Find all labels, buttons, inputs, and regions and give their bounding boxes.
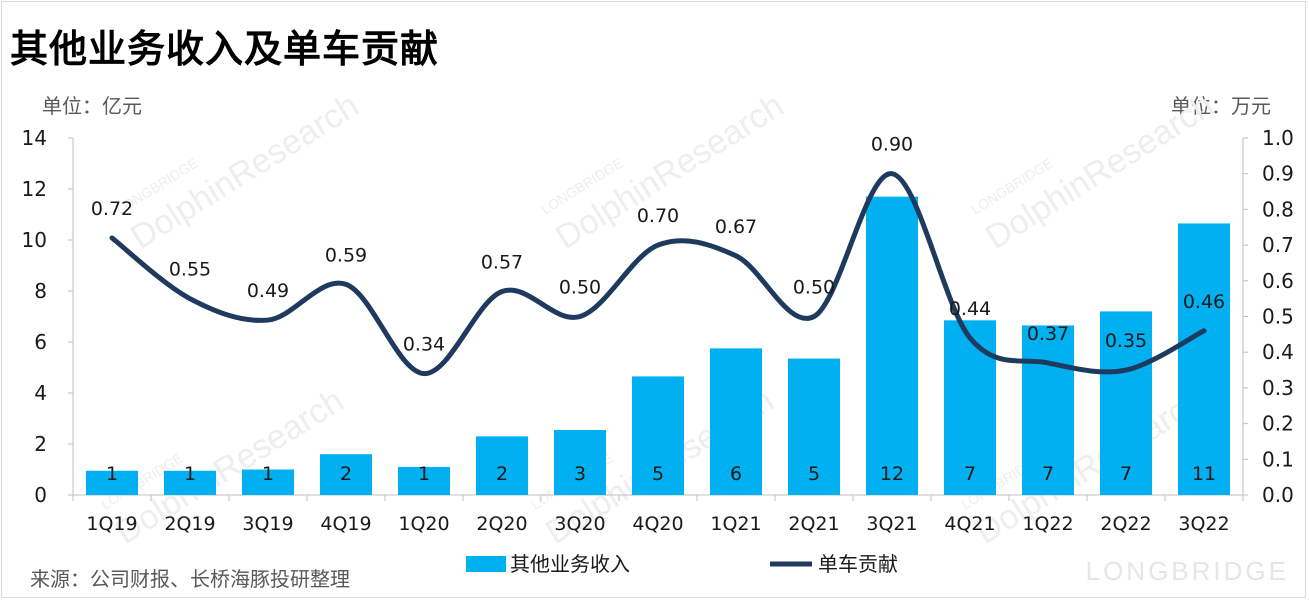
- right-tick-label: 0.6: [1262, 269, 1294, 293]
- brand-logo: LONGBRIDGE: [1085, 556, 1289, 586]
- bar: [86, 470, 138, 495]
- x-tick-label: 1Q22: [1022, 513, 1073, 535]
- bar-value-label: 2: [496, 463, 508, 485]
- bar: [1022, 325, 1074, 495]
- bar: [788, 358, 840, 495]
- left-axis-unit: 单位：亿元: [42, 94, 142, 118]
- bar-value-label: 7: [1042, 463, 1054, 485]
- right-tick-label: 1.0: [1262, 126, 1294, 150]
- legend-bar-label: 其他业务收入: [510, 552, 630, 576]
- bar-value-label: 3: [574, 463, 586, 485]
- left-tick-label: 0: [34, 483, 47, 507]
- line-value-label: 0.49: [247, 280, 289, 302]
- bar-value-label: 1: [418, 463, 430, 485]
- legend: 其他业务收入 单车贡献: [466, 552, 898, 576]
- bar: [1100, 311, 1152, 495]
- line-value-label: 0.57: [481, 252, 523, 274]
- right-tick-label: 0.0: [1262, 483, 1294, 507]
- bar-value-label: 12: [880, 463, 904, 485]
- x-tick-label: 3Q21: [866, 513, 917, 535]
- line-value-label: 0.67: [715, 216, 757, 238]
- left-tick-label: 10: [22, 228, 47, 252]
- line-value-label: 0.37: [1027, 323, 1069, 345]
- axes: 024681012140.00.10.20.30.40.50.60.70.80.…: [22, 126, 1294, 535]
- bar-value-label: 11: [1192, 463, 1216, 485]
- line-value-label: 0.50: [793, 277, 835, 299]
- watermark-large: DolphinResearch: [109, 381, 350, 551]
- right-tick-label: 0.4: [1262, 340, 1294, 364]
- x-tick-label: 2Q20: [476, 513, 527, 535]
- legend-bar-swatch: [466, 556, 506, 572]
- line-value-label: 0.46: [1183, 291, 1225, 313]
- bar-value-label: 1: [262, 463, 274, 485]
- line-series: [109, 171, 1207, 377]
- bar-value-label: 1: [184, 463, 196, 485]
- bar-series: [86, 196, 1230, 496]
- right-tick-label: 0.7: [1262, 233, 1294, 257]
- x-tick-label: 2Q22: [1100, 513, 1151, 535]
- line-value-label: 0.90: [871, 134, 913, 156]
- right-tick-label: 0.3: [1262, 376, 1294, 400]
- line-value-label: 0.50: [559, 277, 601, 299]
- bar: [398, 466, 450, 495]
- watermark-large: DolphinResearch: [124, 86, 365, 256]
- right-tick-label: 0.5: [1262, 305, 1294, 329]
- bar-value-label: 6: [730, 463, 742, 485]
- bar: [320, 454, 372, 495]
- left-tick-label: 6: [34, 330, 47, 354]
- right-tick-label: 0.8: [1262, 197, 1294, 221]
- bar-value-label: 5: [652, 463, 664, 485]
- source-note: 来源：公司财报、长桥海豚投研整理: [30, 567, 350, 591]
- bar: [632, 376, 684, 495]
- bar: [242, 469, 294, 495]
- bar: [944, 320, 996, 495]
- line-labels: 0.72 0.55 0.49 0.59 0.34 0.57 0.50 0.70 0.67 0.50…: [91, 134, 1225, 356]
- line-value-label: 0.55: [169, 259, 211, 281]
- chart-title: 其他业务收入及单车贡献: [10, 27, 440, 71]
- x-tick-label: 4Q21: [944, 513, 995, 535]
- left-tick-label: 4: [34, 381, 47, 405]
- right-tick-label: 0.9: [1262, 162, 1294, 186]
- line-value-label: 0.35: [1105, 330, 1147, 352]
- line-value-label: 0.72: [91, 198, 133, 220]
- left-tick-label: 2: [34, 432, 47, 456]
- x-tick-label: 1Q20: [398, 513, 449, 535]
- bar: [710, 348, 762, 495]
- watermark-large: DolphinResearch: [969, 381, 1210, 551]
- right-axis-unit: 单位：万元: [1171, 94, 1271, 118]
- bar: [866, 196, 918, 495]
- x-tick-label: 3Q20: [554, 513, 605, 535]
- right-tick-label: 0.2: [1262, 412, 1294, 436]
- left-tick-label: 8: [34, 279, 47, 303]
- bar: [476, 436, 528, 495]
- bar-value-label: 7: [964, 463, 976, 485]
- left-tick-label: 14: [22, 126, 47, 150]
- x-tick-label: 2Q19: [164, 513, 215, 535]
- right-tick-label: 0.1: [1262, 447, 1294, 471]
- bar: [554, 429, 606, 495]
- bar-labels: 1 1 1 2 1 2 3 5 6 5 12 7 7 7 11: [106, 463, 1216, 485]
- line-value-label: 0.59: [325, 244, 367, 266]
- left-tick-label: 12: [22, 177, 47, 201]
- line-path: [109, 171, 1207, 377]
- x-tick-label: 3Q19: [242, 513, 293, 535]
- x-tick-label: 2Q21: [788, 513, 839, 535]
- x-tick-label: 4Q19: [320, 513, 371, 535]
- bar: [164, 470, 216, 495]
- line-value-label: 0.34: [403, 334, 445, 356]
- x-tick-label: 1Q19: [86, 513, 137, 535]
- bar-value-label: 1: [106, 463, 118, 485]
- x-tick-label: 4Q20: [632, 513, 683, 535]
- bar-value-label: 7: [1120, 463, 1132, 485]
- line-value-label: 0.44: [949, 298, 991, 320]
- line-value-label: 0.70: [637, 205, 679, 227]
- x-tick-label: 1Q21: [710, 513, 761, 535]
- bar-value-label: 2: [340, 463, 352, 485]
- x-tick-label: 3Q22: [1178, 513, 1229, 535]
- bar-value-label: 5: [808, 463, 820, 485]
- bar: [1178, 223, 1230, 496]
- legend-line-label: 单车贡献: [818, 552, 898, 576]
